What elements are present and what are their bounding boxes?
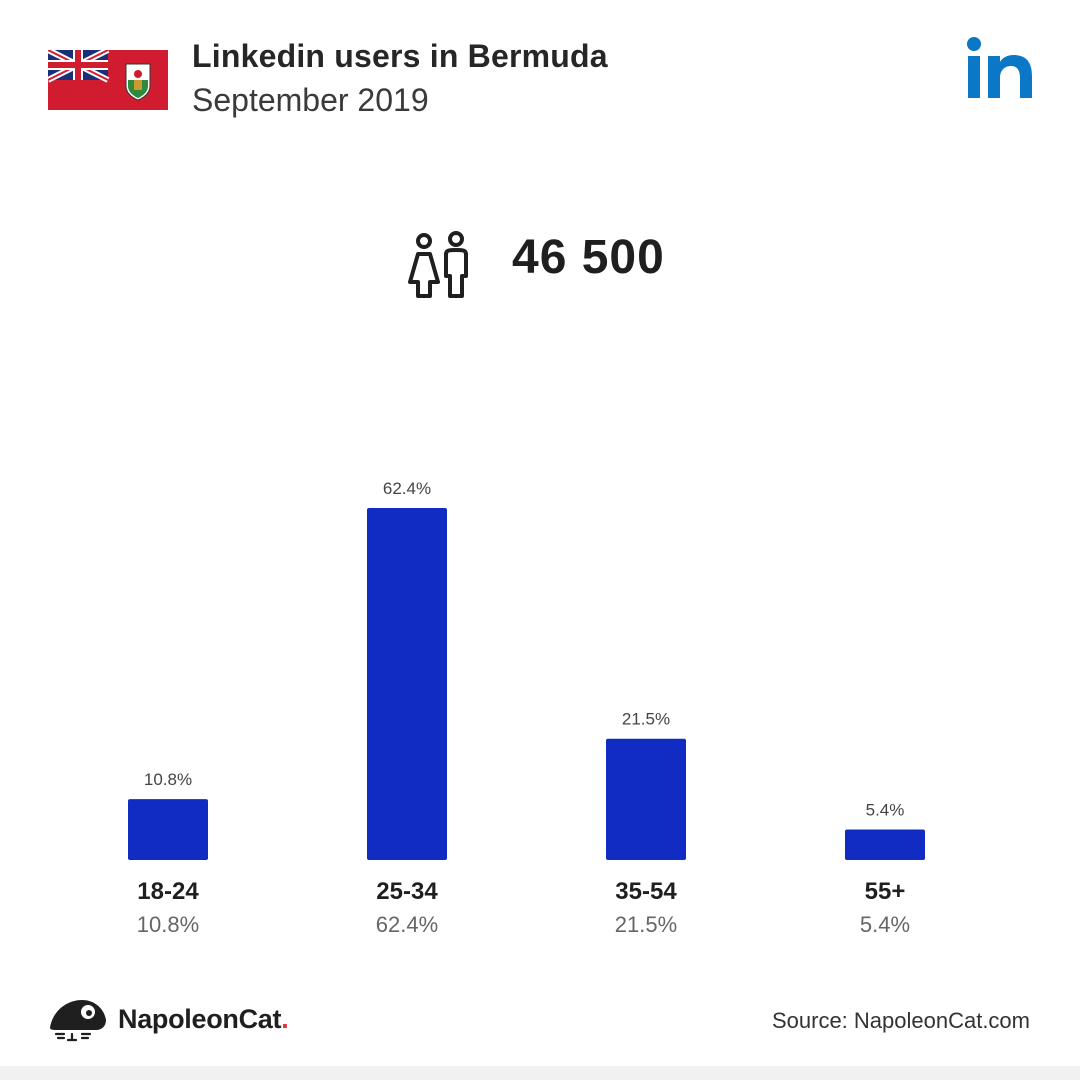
brand-dot: . [281, 1004, 289, 1034]
source-text: Source: NapoleonCat.com [771, 1008, 1030, 1033]
category-label: 25-34 [376, 878, 438, 905]
category-percent: 62.4% [375, 912, 439, 937]
page-subtitle: September 2019 [192, 82, 429, 118]
bar-value-label: 10.8% [144, 770, 192, 789]
bar-25-34 [367, 508, 447, 860]
brand-name-text: NapoleonCat [118, 1004, 282, 1034]
users-icon [408, 231, 468, 298]
category-percent: 10.8% [136, 912, 200, 937]
bar-value-label: 5.4% [866, 801, 905, 820]
bar-55+ [845, 829, 925, 860]
category-label: 18-24 [137, 878, 199, 905]
bar-chart-svg: 10.8% 62.4% 21.5% 5.4% [128, 479, 925, 860]
brand-name: NapoleonCat. [118, 1004, 289, 1035]
bar-value-label: 62.4% [383, 479, 431, 498]
total-users-value: 46 500 [512, 231, 665, 284]
napoleoncat-logo-icon [50, 1000, 106, 1042]
category-percent: 21.5% [614, 912, 678, 937]
page-title: Linkedin users in Bermuda [192, 38, 608, 74]
age-distribution-chart: 10.8% 62.4% 21.5% 5.4% 18-24 10.8% 25-34 62… [0, 470, 1080, 950]
linkedin-logo-icon [967, 37, 1032, 98]
category-label: 55+ [864, 878, 906, 905]
bar-value-label: 21.5% [622, 710, 670, 729]
category-label: 35-54 [615, 878, 677, 905]
footer-strip [0, 1066, 1080, 1080]
category-percent: 5.4% [859, 912, 911, 937]
bar-18-24 [128, 799, 208, 860]
bar-35-54 [606, 738, 686, 860]
bermuda-flag-icon [48, 50, 168, 110]
